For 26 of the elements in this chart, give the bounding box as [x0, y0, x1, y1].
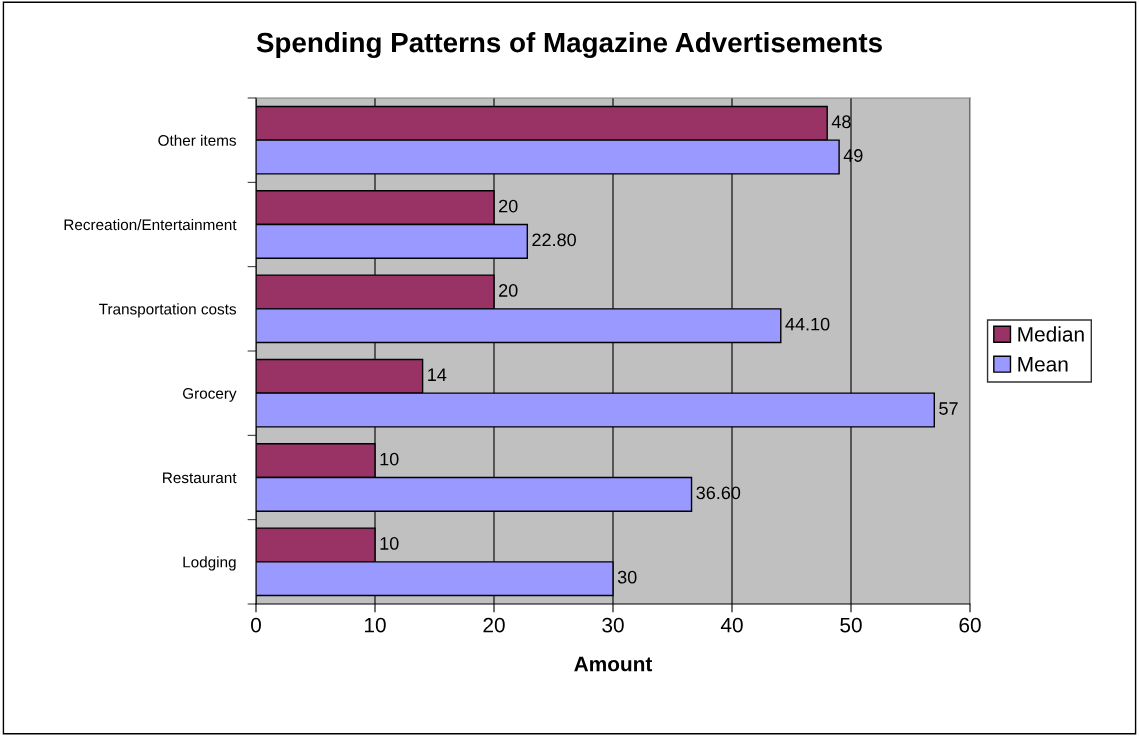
chart-title: Spending Patterns of Magazine Advertisements [256, 31, 882, 59]
data-label: 57 [939, 402, 958, 415]
y-tick-label: Lodging [183, 556, 236, 571]
x-tick-label: 10 [365, 617, 386, 633]
x-tick-label: 20 [483, 617, 505, 633]
x-axis-title: Amount [574, 656, 653, 672]
x-tick-label: 0 [251, 617, 261, 633]
legend-label: Median [1018, 326, 1084, 342]
legend-label: Mean [1018, 357, 1068, 372]
data-label: 20 [499, 199, 518, 213]
data-label: 10 [380, 452, 399, 466]
x-tick-label: 60 [959, 617, 981, 633]
x-tick-label: 50 [840, 617, 862, 633]
data-label: 10 [380, 537, 399, 550]
data-label: 44.10 [785, 317, 830, 331]
x-tick-label: 40 [720, 617, 743, 633]
data-label: 22.80 [532, 233, 576, 247]
data-label: 20 [499, 284, 518, 297]
y-tick-label: Recreation/Entertainment [64, 218, 237, 231]
y-tick-label: Restaurant [163, 472, 237, 484]
data-label: 30 [617, 570, 637, 584]
x-tick-label: 30 [602, 617, 624, 633]
data-label: 14 [428, 368, 447, 381]
y-tick-label: Transportation costs [99, 303, 237, 318]
y-tick-label: Other items [158, 134, 237, 146]
y-tick-label: Grocery [183, 388, 237, 402]
